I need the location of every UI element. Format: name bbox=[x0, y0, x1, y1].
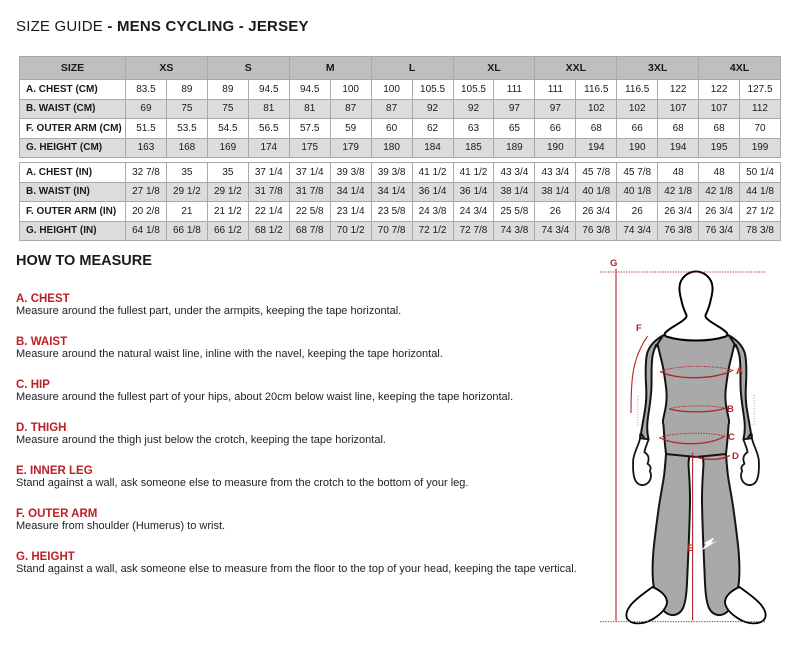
svg-text:D: D bbox=[732, 451, 739, 462]
svg-text:B: B bbox=[727, 404, 734, 415]
svg-text:F: F bbox=[636, 323, 642, 334]
svg-text:G: G bbox=[610, 258, 617, 269]
svg-text:E: E bbox=[687, 543, 693, 554]
svg-text:C: C bbox=[728, 432, 735, 443]
svg-text:A: A bbox=[736, 366, 743, 377]
